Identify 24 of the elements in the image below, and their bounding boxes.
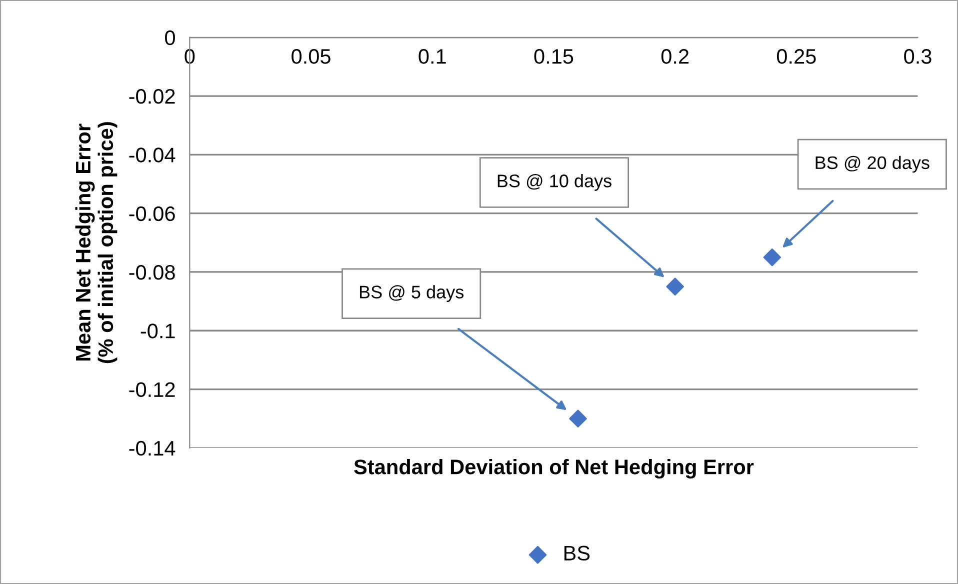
x-axis-title: Standard Deviation of Net Hedging Error [354,459,754,479]
y-tick-label: -0.06 [129,206,175,222]
y-tick-label: -0.08 [129,264,175,280]
point [666,278,684,296]
x-tick-label: 0.15 [534,49,574,64]
y-axis-title: Mean Net Hedging Error (% of initial option price) [75,122,118,364]
x-tick-label: 0.25 [776,49,816,64]
y-tick-label: -0.12 [129,382,175,398]
legend-label: BS [564,546,590,561]
y-tick-label: -0.04 [129,148,176,162]
x-tick-label: 0.05 [292,49,330,64]
y-tick-label: 0 [165,30,175,46]
x-tick-label: 0.3 [904,49,932,64]
x-tick-label: 0.1 [418,49,446,64]
point [569,410,587,428]
x-tick-label: 0 [184,49,195,64]
point [763,248,782,266]
y-tick-label: -0.02 [129,89,175,104]
annotation: BS @ 20 days [816,156,930,173]
y-tick-label: -0.14 [129,440,176,456]
annotation: BS @ 10 days [498,174,612,191]
annotation: BS @ 5 days [360,285,464,302]
y-tick-label: -0.1 [140,324,175,338]
x-tick-label: 0.2 [661,49,689,64]
